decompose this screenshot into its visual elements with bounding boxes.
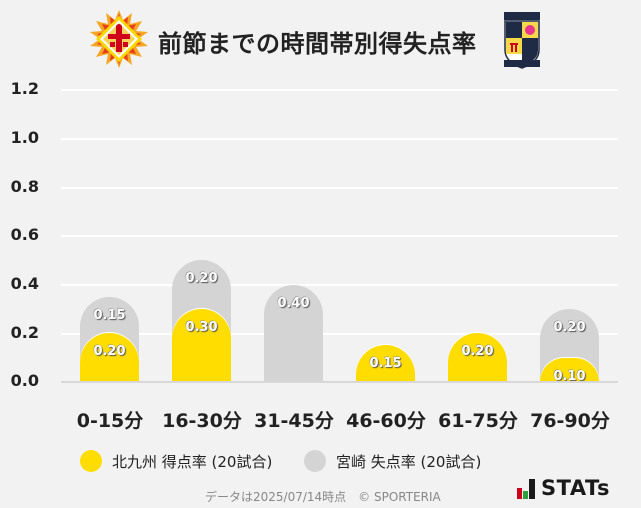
y-tick: 0.0 <box>10 371 39 390</box>
page-title: 前節までの時間帯別得失点率 <box>158 30 477 58</box>
legend-item-away[interactable]: 宮崎 失点率 (20試合) <box>304 450 481 472</box>
kitakyushu-crest-icon <box>90 10 148 68</box>
bar-home[interactable] <box>80 333 139 382</box>
bar-chart: 1.2 1.0 0.8 0.6 0.4 0.2 0.0 0.15 0.20 0.20… <box>10 79 618 432</box>
legend-label: 宮崎 失点率 (20試合) <box>336 452 482 471</box>
bar-home[interactable] <box>172 308 231 382</box>
x-tick: 76-90分 <box>530 410 610 432</box>
bar-value-label: 0.15 <box>93 307 126 323</box>
header: 前節までの時間帯別得失点率 <box>0 0 641 80</box>
stats-brand: STATs <box>541 476 610 500</box>
y-tick: 0.8 <box>10 177 39 196</box>
x-tick: 61-75分 <box>438 410 518 432</box>
x-axis-line <box>61 381 618 383</box>
miyazaki-crest-icon <box>504 12 540 69</box>
bar-value-label: 0.20 <box>553 319 586 335</box>
bar-value-label: 0.10 <box>553 368 586 384</box>
gridline-1.2 <box>61 89 618 91</box>
bar-home[interactable] <box>540 357 599 382</box>
y-tick: 0.2 <box>10 323 39 342</box>
gridline-0.8 <box>61 187 618 189</box>
bar-value-label: 0.40 <box>277 295 310 311</box>
y-tick: 0.4 <box>10 274 39 293</box>
data-date-note: データは2025/07/14時点 © SPORTERIA <box>205 490 441 504</box>
legend-item-home[interactable]: 北九州 得点率 (20試合) <box>80 450 272 472</box>
bar-value-label: 0.15 <box>369 356 402 372</box>
legend-swatch-icon <box>80 450 102 472</box>
y-tick: 1.0 <box>10 128 39 147</box>
gridline-0.6 <box>61 235 618 237</box>
gridline-0.2 <box>61 333 618 335</box>
gridline-1.0 <box>61 138 618 140</box>
y-tick: 0.6 <box>10 225 39 244</box>
stats-bars-icon <box>517 479 535 499</box>
bar-home[interactable] <box>448 333 507 382</box>
legend-swatch-icon <box>304 450 326 472</box>
bar-value-label: 0.20 <box>461 344 494 360</box>
legend: 北九州 得点率 (20試合) 宮崎 失点率 (20試合) <box>0 450 641 474</box>
y-tick: 1.2 <box>10 79 39 98</box>
bar-value-label: 0.20 <box>185 271 218 287</box>
legend-label: 北九州 得点率 (20試合) <box>112 452 273 471</box>
stats-logo: STATs <box>517 477 610 499</box>
x-tick: 0-15分 <box>76 410 144 432</box>
bar-value-label: 0.30 <box>185 319 218 335</box>
x-tick: 16-30分 <box>162 410 242 432</box>
bar-away[interactable] <box>264 284 323 382</box>
x-tick: 46-60分 <box>346 410 426 432</box>
gridline-0.4 <box>61 284 618 286</box>
x-tick: 31-45分 <box>254 410 334 432</box>
bar-value-label: 0.20 <box>93 344 126 360</box>
bar-home[interactable] <box>356 345 415 382</box>
